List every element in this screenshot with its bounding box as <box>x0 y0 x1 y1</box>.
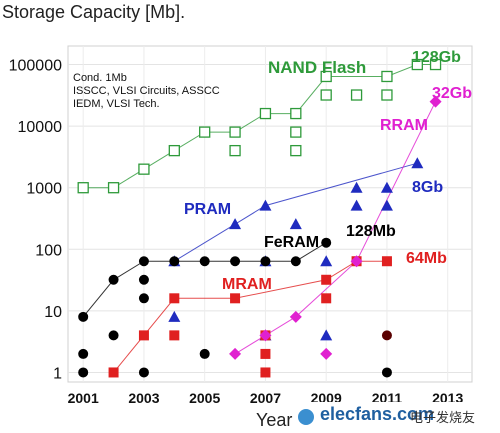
data-point <box>108 330 119 341</box>
y-tick-label: 10000 <box>18 119 63 136</box>
data-point <box>411 157 424 169</box>
data-point <box>350 255 363 268</box>
series-line <box>174 162 418 262</box>
data-point <box>259 329 272 342</box>
data-point <box>411 58 423 71</box>
y-tick-label: 1 <box>53 365 62 382</box>
data-point <box>108 367 119 378</box>
series-label: MRAM <box>222 276 272 293</box>
x-axis-title: Year <box>256 410 293 430</box>
data-point <box>380 199 393 211</box>
data-point <box>289 310 302 323</box>
data-point <box>260 348 271 359</box>
watermark-sub: 电子发烧友 <box>410 410 476 425</box>
data-point <box>381 367 392 378</box>
data-point <box>78 311 89 322</box>
x-tick-label: 2007 <box>250 390 281 406</box>
data-point <box>290 144 302 157</box>
data-point <box>259 199 272 211</box>
data-point <box>230 256 241 267</box>
data-point <box>320 89 332 101</box>
data-point <box>350 199 363 211</box>
data-point <box>138 256 149 267</box>
data-point <box>138 293 149 304</box>
data-point <box>108 274 119 285</box>
data-point <box>199 348 210 359</box>
chart-note: Cond. 1Mb ISSCC, VLSI Circuits, ASSCC IE… <box>73 72 220 111</box>
data-point <box>229 218 242 230</box>
data-point <box>320 347 333 360</box>
y-tick-label: 10 <box>44 304 62 321</box>
plot-area <box>67 45 473 383</box>
data-point <box>350 89 363 101</box>
data-point <box>138 330 149 341</box>
data-point <box>381 89 393 101</box>
note-line: ISSCC, VLSI Circuits, ASSCC <box>73 85 220 97</box>
series-annotation: 128Mb <box>346 223 396 240</box>
watermark-logo-icon <box>298 409 314 425</box>
series-label: RRAM <box>380 117 428 134</box>
data-point <box>321 293 332 304</box>
data-point <box>381 256 392 267</box>
series-annotation: 64Mb <box>406 250 447 267</box>
data-point <box>381 70 393 83</box>
data-point <box>381 330 392 341</box>
data-point <box>321 274 332 285</box>
data-point <box>169 256 180 267</box>
data-point <box>138 367 149 378</box>
data-point <box>229 347 242 360</box>
chart-title: Storage Capacity [Mb]. <box>2 2 186 22</box>
data-point <box>138 274 149 285</box>
data-point <box>260 367 271 378</box>
watermark: elecfans.com 电子发烧友 <box>296 402 496 430</box>
series-annotation: 128Gb <box>412 49 461 66</box>
data-point <box>290 107 302 120</box>
data-point <box>321 237 332 248</box>
data-point <box>259 107 272 120</box>
x-tick-label: 2001 <box>68 390 99 406</box>
data-point <box>320 255 333 267</box>
note-line: Cond. 1Mb <box>73 72 127 84</box>
data-point <box>169 293 180 304</box>
data-point <box>78 348 89 359</box>
data-point <box>229 144 241 157</box>
data-point <box>168 144 180 157</box>
data-point <box>230 293 241 304</box>
series-annotation: 32Gb <box>432 85 472 102</box>
data-point <box>78 367 89 378</box>
series-annotation: 8Gb <box>412 179 443 196</box>
y-tick-label: 100000 <box>9 58 62 75</box>
data-point <box>290 256 301 267</box>
x-tick-label: 2005 <box>189 390 220 406</box>
data-point <box>380 181 393 193</box>
data-point <box>289 218 302 230</box>
data-point <box>168 310 181 322</box>
data-point <box>429 58 442 71</box>
series-label: NAND Flash <box>268 58 366 77</box>
note-line: IEDM, VLSI Tech. <box>73 98 160 110</box>
data-point <box>429 95 442 108</box>
y-tick-label: 1000 <box>26 181 62 198</box>
data-point <box>138 163 150 175</box>
data-point <box>320 329 333 341</box>
series-label: FeRAM <box>264 234 319 251</box>
x-tick-label: 2003 <box>128 390 159 406</box>
data-point <box>169 330 180 341</box>
data-point <box>77 182 89 194</box>
y-tick-label: 100 <box>35 242 62 259</box>
data-point <box>199 126 211 138</box>
data-point <box>290 126 302 138</box>
watermark-main: elecfans.com <box>320 404 435 424</box>
data-point <box>199 256 210 267</box>
data-point <box>320 70 332 83</box>
data-point <box>260 256 271 267</box>
data-point <box>350 181 363 193</box>
series-label: PRAM <box>184 201 231 218</box>
data-point <box>229 126 241 138</box>
data-point <box>107 182 120 194</box>
